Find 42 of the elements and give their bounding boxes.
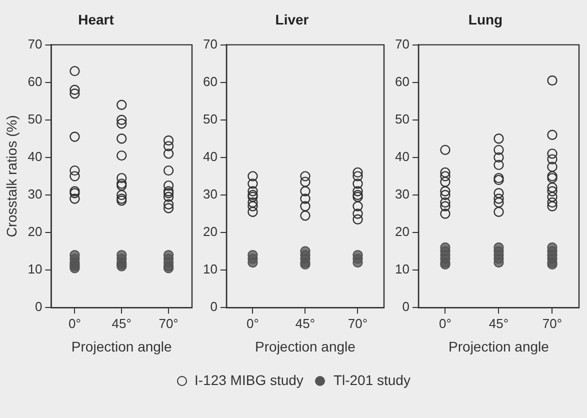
y-tick-label: 30 xyxy=(28,186,42,202)
x-tick-label: 45° xyxy=(488,316,509,331)
y-tick-label: 50 xyxy=(28,111,42,126)
y-tick-label: 40 xyxy=(28,149,42,164)
y-tick-label: 40 xyxy=(394,149,410,164)
x-tick-label: 45° xyxy=(295,316,316,331)
y-tick-label: 60 xyxy=(394,74,410,89)
y-tick-label: 60 xyxy=(202,74,218,89)
y-tick-label: 70 xyxy=(202,36,218,52)
y-tick-label: 20 xyxy=(394,224,410,240)
legend-label: I-123 MIBG study xyxy=(194,372,304,388)
y-axis-title: Crosstalk ratios (%) xyxy=(3,115,20,238)
x-tick-label: 45° xyxy=(112,316,132,331)
y-tick-label: 70 xyxy=(28,36,42,52)
x-axis-title: Projection angle xyxy=(448,338,550,354)
x-tick-label: 0° xyxy=(246,316,259,331)
y-tick-label: 0 xyxy=(35,299,42,314)
y-tick-label: 10 xyxy=(394,262,410,277)
y-tick-label: 30 xyxy=(202,186,218,202)
y-tick-label: 70 xyxy=(394,36,410,52)
y-tick-label: 30 xyxy=(394,186,410,202)
x-axis-title: Projection angle xyxy=(71,338,172,354)
x-axis-title: Projection angle xyxy=(255,338,356,354)
x-tick-label: 70° xyxy=(348,316,368,331)
y-tick-label: 10 xyxy=(202,262,218,277)
chart-title: Heart xyxy=(78,11,114,28)
y-tick-label: 50 xyxy=(394,111,410,126)
x-tick-label: 0° xyxy=(439,316,452,331)
y-tick-label: 40 xyxy=(202,149,218,164)
legend-label: Tl-201 study xyxy=(332,372,410,388)
x-tick-label: 0° xyxy=(68,316,81,331)
x-tick-label: 70° xyxy=(158,316,178,331)
y-tick-label: 50 xyxy=(202,111,218,126)
chart-title: Lung xyxy=(468,11,503,28)
chart-title: Liver xyxy=(275,11,310,28)
x-tick-label: 70° xyxy=(542,316,562,331)
y-tick-label: 0 xyxy=(210,299,218,314)
y-tick-label: 20 xyxy=(28,224,42,240)
y-tick-label: 60 xyxy=(28,74,42,89)
y-tick-label: 10 xyxy=(28,262,42,277)
y-tick-label: 0 xyxy=(402,299,410,314)
y-tick-label: 20 xyxy=(202,224,218,240)
